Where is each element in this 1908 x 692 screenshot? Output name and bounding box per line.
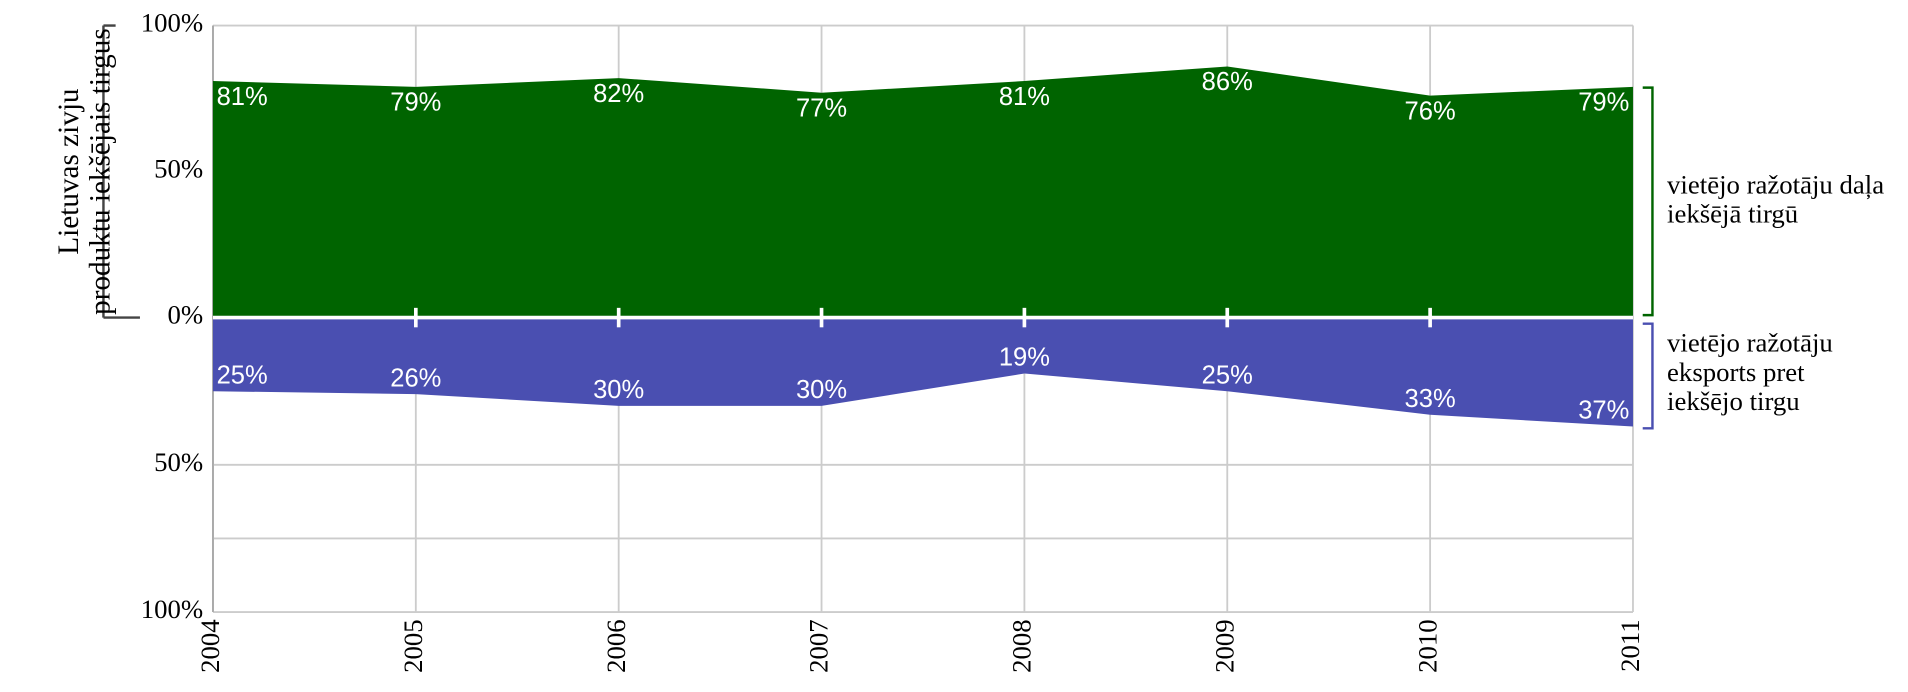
data-label: 25%: [217, 361, 268, 389]
series-bracket: [1642, 322, 1654, 430]
series-bracket: [1642, 86, 1654, 317]
data-label: 25%: [1202, 361, 1253, 389]
series-name: vietējo ražotāju daļa iekšējā tirgū: [1667, 170, 1885, 229]
data-label: 79%: [390, 89, 441, 117]
area: [212, 66, 1633, 318]
data-label: 37%: [1578, 397, 1629, 425]
data-label: 30%: [796, 376, 847, 404]
data-label: 76%: [1405, 97, 1456, 125]
area: [212, 317, 1633, 427]
y-axis-label-box: Lietuvas zivju produktu iekšējais tirgus: [53, 28, 118, 315]
labels: 2004 2005 2006 2007 2008 2009 2010 2011 0% 50% 100…: [141, 8, 1645, 673]
data-label: 33%: [1405, 385, 1456, 413]
y-axis-label: Lietuvas zivju produktu iekšējais tirgus: [53, 28, 118, 315]
data-label: 81%: [217, 83, 268, 111]
data-label: 30%: [593, 376, 644, 404]
y-tick-label: 0%: [168, 300, 204, 330]
data-label: 82%: [593, 80, 644, 108]
x-tick-label: 2010: [1412, 619, 1442, 673]
y-tick-label: 50%: [154, 154, 203, 184]
series-name-box: vietējo ražotāju daļa iekšējā tirgū: [1667, 170, 1885, 229]
areas: [212, 66, 1633, 427]
x-tick-label: 2011: [1615, 619, 1645, 672]
data-label: 81%: [999, 83, 1050, 111]
data-label: 79%: [1578, 89, 1629, 117]
x-tick-label: 2007: [804, 619, 834, 673]
series-name-box: vietējo ražotāju eksports pret iekšējo t…: [1667, 328, 1833, 417]
y-tick-label: 100%: [141, 594, 203, 624]
data-label: 86%: [1202, 68, 1253, 96]
x-tick-label: 2006: [601, 619, 631, 673]
y-tick-label: 50%: [154, 447, 203, 477]
series-name: vietējo ražotāju eksports pret iekšējo t…: [1667, 328, 1833, 417]
data-label: 26%: [390, 364, 441, 392]
data-label: 19%: [999, 344, 1050, 372]
x-tick-label: 2008: [1007, 619, 1037, 673]
data-label: 77%: [796, 95, 847, 123]
x-tick-label: 2005: [398, 619, 428, 673]
x-tick-label: 2004: [195, 619, 225, 673]
x-tick-label: 2009: [1209, 619, 1239, 673]
y-tick-label: 100%: [141, 8, 203, 38]
